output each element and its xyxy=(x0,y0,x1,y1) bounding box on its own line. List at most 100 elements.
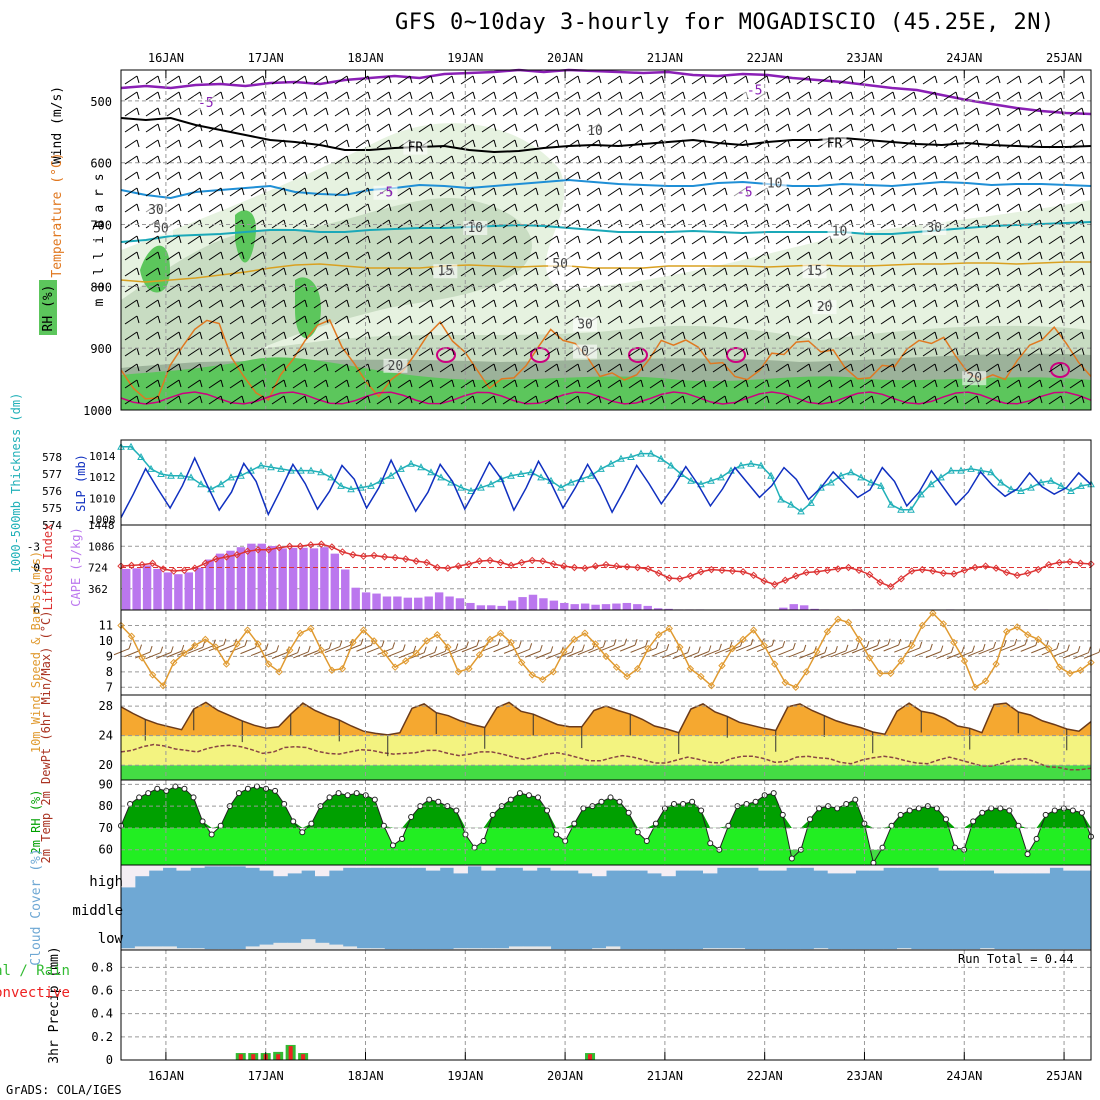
wind-barb xyxy=(859,267,875,277)
barb-flag xyxy=(325,395,329,404)
wind-barb xyxy=(964,139,980,149)
wind-barb xyxy=(943,155,959,165)
barb-staff xyxy=(229,219,243,229)
date-label-top: 21JAN xyxy=(647,51,683,65)
barb-flag xyxy=(367,107,371,116)
wind-barb xyxy=(187,347,203,357)
barb-flag xyxy=(724,203,728,212)
surface-barb-flag xyxy=(972,645,975,652)
wind-barb xyxy=(313,187,329,197)
barb-staff xyxy=(250,347,264,357)
wind-barb xyxy=(460,315,476,325)
barb-flag xyxy=(745,107,749,116)
barb-staff xyxy=(628,203,642,213)
wind-barb xyxy=(124,315,140,325)
barb-flag xyxy=(1081,171,1085,180)
cape-bar xyxy=(528,594,538,610)
barb-staff xyxy=(523,171,537,181)
barb-staff xyxy=(607,315,621,325)
barb-flag xyxy=(598,139,602,148)
barb-staff xyxy=(439,347,453,357)
surface-barb-flag xyxy=(1003,640,1007,647)
barb-staff xyxy=(586,331,600,341)
wind-barb xyxy=(985,139,1001,149)
barb-flag xyxy=(745,235,749,244)
barb-staff xyxy=(523,91,537,101)
wind-speed-point xyxy=(718,661,726,670)
barb-flag xyxy=(1081,155,1085,164)
barb-staff xyxy=(943,331,957,341)
barb-staff xyxy=(649,107,663,117)
barb-staff xyxy=(250,395,264,405)
barb-flag xyxy=(220,299,224,308)
barb-staff xyxy=(901,123,915,133)
wind-barb xyxy=(586,155,602,165)
wind-barb xyxy=(733,395,749,405)
wind-barb xyxy=(1006,363,1022,373)
barb-flag xyxy=(409,235,413,244)
wind-barb xyxy=(859,203,875,213)
lifted-index-point xyxy=(359,552,368,560)
barb-flag xyxy=(640,219,644,228)
barb-flag xyxy=(367,155,371,164)
barb-staff xyxy=(1006,379,1020,389)
barb-staff xyxy=(670,363,684,373)
barb-flag xyxy=(262,267,266,276)
surface-barb xyxy=(1020,644,1036,652)
lifted-index-point xyxy=(792,572,800,580)
barb-flag xyxy=(745,331,749,340)
barb-staff xyxy=(901,139,915,149)
barb-staff xyxy=(901,363,915,373)
wind-barb xyxy=(670,91,686,101)
wind-barb xyxy=(607,331,623,341)
barb-flag xyxy=(367,91,371,100)
barb-staff xyxy=(187,139,201,149)
wind-speed-point xyxy=(939,620,948,628)
barb-staff xyxy=(565,171,579,181)
barb-staff xyxy=(418,235,432,245)
contour-label-bg xyxy=(962,371,987,386)
barb-flag xyxy=(493,251,497,260)
surface-barb-flag xyxy=(139,644,143,651)
barb-flag xyxy=(997,155,1001,164)
barb-staff xyxy=(712,267,726,277)
barb-flag xyxy=(430,347,434,356)
barb-staff xyxy=(313,283,327,293)
contour-label: 30 xyxy=(577,317,593,332)
barb-staff xyxy=(670,379,684,389)
barb-flag xyxy=(787,379,791,388)
cloud-low-bar xyxy=(592,948,607,950)
wind-speed-point xyxy=(296,629,304,637)
thickness-point xyxy=(527,468,535,476)
wind-barb xyxy=(1006,187,1022,197)
cloud-high-gap xyxy=(176,865,191,871)
barb-flag xyxy=(1039,267,1043,276)
wind-barb xyxy=(1006,331,1022,341)
wind-barb xyxy=(145,251,161,261)
wind-barb xyxy=(649,139,665,149)
date-label-bottom: 16JAN xyxy=(148,1069,184,1083)
barb-flag xyxy=(871,91,875,100)
barb-flag xyxy=(829,267,833,276)
surface-barb-flag xyxy=(898,638,902,646)
barb-flag xyxy=(220,251,224,260)
rh-point xyxy=(326,794,333,801)
barb-staff xyxy=(208,107,222,117)
barb-flag xyxy=(199,283,203,292)
wind-barb xyxy=(817,187,833,197)
barb-flag xyxy=(997,363,1001,372)
barb-staff xyxy=(691,331,705,341)
wind-barb xyxy=(607,91,623,101)
wind-barb xyxy=(1006,267,1022,277)
barb-staff xyxy=(250,203,264,213)
rh-point xyxy=(190,794,197,801)
wind-barb xyxy=(985,299,1001,309)
barb-flag xyxy=(136,203,140,212)
wind-barb xyxy=(586,363,602,373)
wind-barb xyxy=(397,219,413,229)
wind-barb xyxy=(187,123,203,133)
surface-barb-flag xyxy=(392,642,396,649)
barb-flag xyxy=(430,363,434,372)
contour-label-bg xyxy=(148,221,173,236)
slp-tick: 1012 xyxy=(89,471,116,484)
